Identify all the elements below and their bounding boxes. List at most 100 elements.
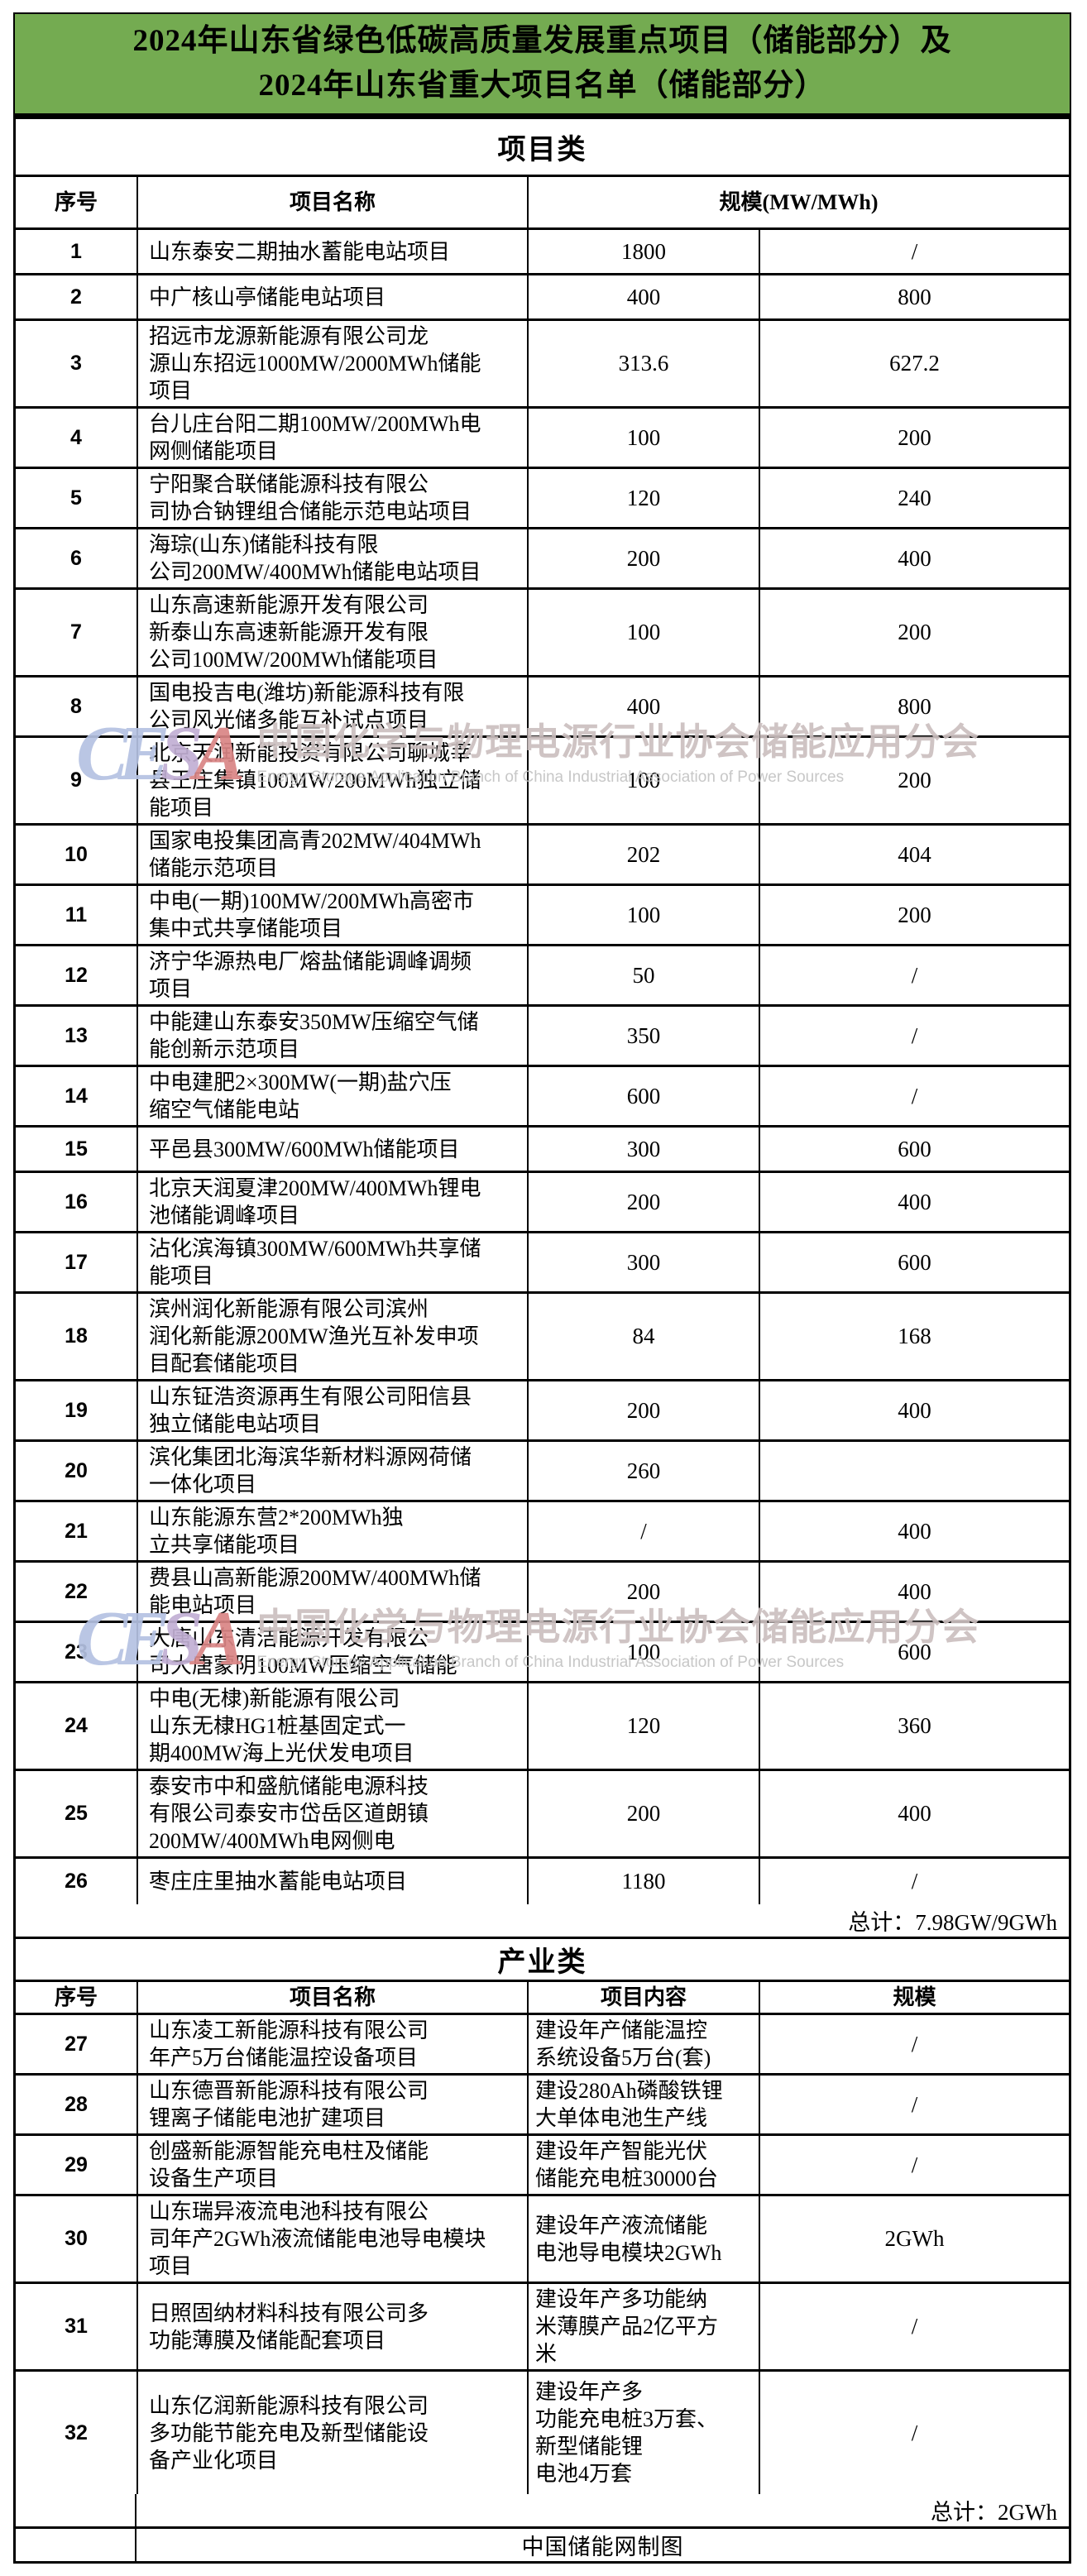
project-name-cell: 海琮(山东)储能科技有限 公司200MW/400MWh储能电站项目: [136, 529, 527, 587]
row-number-cell: 29: [65, 2152, 88, 2176]
mw-value-cell: 260: [527, 1442, 759, 1500]
project-name-cell: 沾化滨海镇300MW/600MWh共享储 能项目: [136, 1233, 527, 1291]
mwh-value-cell: 404: [759, 826, 1069, 883]
projects-rows: 1 山东泰安二期抽水蓄能电站项目 1800/2 中广核山亭储能电站项目 400 800 3 招…: [16, 230, 1069, 1904]
project-name-cell: 创盛新能源智能充电柱及储能 设备生产项目: [136, 2136, 527, 2194]
table-row: 16 北京天润夏津200MW/400MWh锂电 池储能调峰项目 200 400: [16, 1173, 1069, 1233]
project-name-cell: 山东亿润新能源科技有限公司 多功能节能充电及新型储能设 备产业化项目: [136, 2372, 527, 2494]
footer-row: 中国储能网制图: [16, 2529, 1069, 2561]
project-name-cell: 中能建山东泰安350MW压缩空气储 能创新示范项目: [136, 1007, 527, 1065]
table-row: 29 创盛新能源智能充电柱及储能 设备生产项目 建设年产智能光伏 储能充电桩3000…: [16, 2136, 1069, 2196]
row-number-cell: 22: [65, 1579, 88, 1603]
table-row: 25 泰安市中和盛航储能电源科技 有限公司泰安市岱岳区道朗镇 200MW/400M…: [16, 1771, 1069, 1859]
mw-value-cell: 100: [527, 738, 759, 823]
row-number-cell: 11: [65, 903, 88, 926]
project-name-cell: 台儿庄台阳二期100MW/200MWh电 网侧储能项目: [136, 409, 527, 467]
row-number-cell: 17: [65, 1250, 88, 1274]
mw-value-cell: 200: [527, 1173, 759, 1231]
table-row: 6 海琮(山东)储能科技有限 公司200MW/400MWh储能电站项目 200 400: [16, 529, 1069, 590]
table-row: 9 北京天润新能投资有限公司聊城莘 县王庄集镇100MW/200MWh独立储 能项…: [16, 738, 1069, 826]
project-name-cell: 枣庄庄里抽水蓄能电站项目: [136, 1859, 527, 1904]
mwh-value-cell: 600: [759, 1233, 1069, 1291]
mwh-value-cell: 400: [759, 1502, 1069, 1560]
table-row: 1 山东泰安二期抽水蓄能电站项目 1800/: [16, 230, 1069, 275]
section-header-industry: 产业类: [16, 1939, 1069, 1982]
mwh-value-cell: /: [759, 1067, 1069, 1125]
mwh-value-cell: 240: [759, 469, 1069, 527]
column-header-content: 项目内容: [527, 1982, 759, 2013]
table-row: 22 费县山高新能源200MW/400MWh储 能电站项目 200 400: [16, 1563, 1069, 1623]
scale-value-cell: /: [759, 2136, 1069, 2194]
page-title-line1: 2024年山东省绿色低碳高质量发展重点项目（储能部分）及: [132, 24, 952, 58]
mw-value-cell: 1800: [527, 230, 759, 273]
row-number-cell: 10: [65, 842, 88, 866]
project-content-cell: 建设年产多 功能充电桩3万套、 新型储能锂 电池4万套: [527, 2372, 759, 2494]
mw-value-cell: 350: [527, 1007, 759, 1065]
row-number-cell: 27: [65, 2032, 88, 2056]
project-name-cell: 北京天润新能投资有限公司聊城莘 县王庄集镇100MW/200MWh独立储 能项目: [136, 738, 527, 823]
project-name-cell: 山东瑞异液流电池科技有限公 司年产2GWh液流储能电池导电模块 项目: [136, 2196, 527, 2282]
mwh-value-cell: 400: [759, 1563, 1069, 1621]
mwh-value-cell: 400: [759, 529, 1069, 587]
mw-value-cell: 600: [527, 1067, 759, 1125]
row-number-cell: 4: [70, 425, 82, 449]
project-name-cell: 国电投吉电(潍坊)新能源科技有限 公司风光储多能互补试点项目: [136, 678, 527, 735]
mw-value-cell: 1180: [527, 1859, 759, 1904]
row-number-cell: 8: [70, 694, 82, 718]
mw-value-cell: 100: [527, 886, 759, 944]
table-row: 20 滨化集团北海滨华新材料源网荷储 一体化项目 260: [16, 1442, 1069, 1502]
mwh-value-cell: /: [759, 1859, 1069, 1904]
project-name-cell: 费县山高新能源200MW/400MWh储 能电站项目: [136, 1563, 527, 1621]
table-row: 3 招远市龙源新能源有限公司龙 源山东招远1000MW/2000MWh储能 项目 3…: [16, 321, 1069, 409]
mwh-value-cell: /: [759, 946, 1069, 1004]
table-row: 28 山东德晋新能源科技有限公司 锂离子储能电池扩建项目 建设280Ah磷酸铁锂 大…: [16, 2076, 1069, 2136]
row-number-cell: 20: [65, 1458, 88, 1482]
industry-total-value: 总计：2GWh: [931, 2500, 1057, 2525]
project-name-cell: 大唐山东清洁能源开发有限公 司大唐蒙阴100MW压缩空气储能: [136, 1623, 527, 1681]
table-row: 4 台儿庄台阳二期100MW/200MWh电 网侧储能项目 100 200: [16, 409, 1069, 469]
table-row: 12 济宁华源热电厂熔盐储能调峰调频 项目 50/: [16, 946, 1069, 1007]
scale-value-cell: /: [759, 2015, 1069, 2073]
column-header-scale: 规模(MW/MWh): [527, 177, 1069, 227]
footer-credit: 中国储能网制图: [521, 2535, 684, 2559]
column-header-no2: 序号: [54, 1985, 98, 2009]
mw-value-cell: 120: [527, 469, 759, 527]
mwh-value-cell: 400: [759, 1771, 1069, 1856]
mwh-value-cell: 800: [759, 275, 1069, 318]
mw-value-cell: 200: [527, 1771, 759, 1856]
project-name-cell: 山东能源东营2*200MWh独 立共享储能项目: [136, 1502, 527, 1560]
row-number-cell: 7: [70, 620, 82, 644]
project-name-cell: 山东德晋新能源科技有限公司 锂离子储能电池扩建项目: [136, 2076, 527, 2133]
table-row: 2 中广核山亭储能电站项目 400 800: [16, 275, 1069, 321]
mw-value-cell: 50: [527, 946, 759, 1004]
row-number-cell: 18: [65, 1324, 88, 1348]
project-name-cell: 平邑县300MW/600MWh储能项目: [136, 1128, 527, 1171]
mwh-value-cell: 360: [759, 1683, 1069, 1769]
project-name-cell: 滨化集团北海滨华新材料源网荷储 一体化项目: [136, 1442, 527, 1500]
table-row: 19 山东钲浩资源再生有限公司阳信县 独立储能电站项目 200 400: [16, 1381, 1069, 1442]
mw-value-cell: 313.6: [527, 321, 759, 406]
industry-total-row: 总计：2GWh: [16, 2494, 1069, 2529]
project-content-cell: 建设年产液流储能 电池导电模块2GWh: [527, 2196, 759, 2282]
project-name-cell: 中电建肥2×300MW(一期)盐穴压 缩空气储能电站: [136, 1067, 527, 1125]
mw-value-cell: 400: [527, 678, 759, 735]
mwh-value-cell: 600: [759, 1623, 1069, 1681]
row-number-cell: 3: [70, 352, 82, 375]
mw-value-cell: 200: [527, 529, 759, 587]
table-row: 30 山东瑞异液流电池科技有限公 司年产2GWh液流储能电池导电模块 项目 建设年产…: [16, 2196, 1069, 2284]
projects-column-header: 序号 项目名称 规模(MW/MWh): [16, 177, 1069, 230]
column-header-name: 项目名称: [136, 177, 527, 227]
project-content-cell: 建设年产多功能纳 米薄膜产品2亿平方 米: [527, 2284, 759, 2369]
project-name-cell: 济宁华源热电厂熔盐储能调峰调频 项目: [136, 946, 527, 1004]
mwh-value-cell: 400: [759, 1381, 1069, 1439]
table-row: 5 宁阳聚合联储能源科技有限公 司协合钠锂组合储能示范电站项目 120 240: [16, 469, 1069, 529]
projects-total-row: 总计：7.98GW/9GWh: [16, 1904, 1069, 1939]
project-name-cell: 中广核山亭储能电站项目: [136, 275, 527, 318]
row-number-cell: 21: [65, 1519, 88, 1543]
mw-value-cell: 200: [527, 1381, 759, 1439]
row-number-cell: 14: [65, 1084, 88, 1108]
row-number-cell: 32: [65, 2420, 88, 2444]
project-name-cell: 山东泰安二期抽水蓄能电站项目: [136, 230, 527, 273]
title-banner: 2024年山东省绿色低碳高质量发展重点项目（储能部分）及 2024年山东省重大项…: [13, 12, 1071, 115]
mw-value-cell: 100: [527, 590, 759, 675]
